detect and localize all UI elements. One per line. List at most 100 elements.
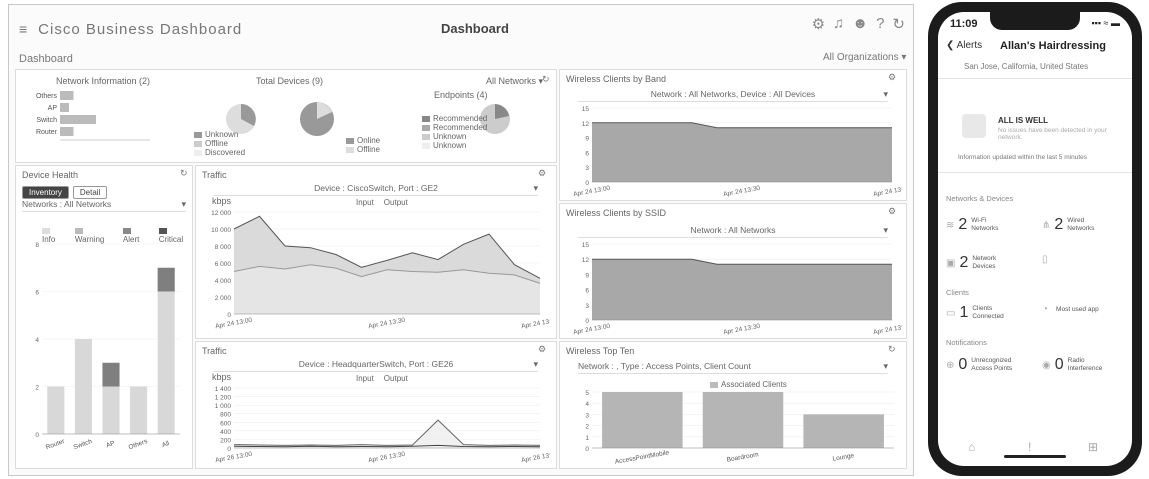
stat-clients-connected[interactable]: ▭ 1 Clients Connected <box>946 304 1016 322</box>
bar <box>60 91 74 100</box>
settings-icon[interactable]: ⚙ <box>538 168 547 178</box>
summary-panel: Network Information (2) Others AP Switch Ro… <box>15 69 557 163</box>
gear-icon[interactable]: ⚙ <box>811 16 826 33</box>
series-line-clients <box>592 258 892 265</box>
tab-inventory[interactable]: Inventory <box>22 186 69 199</box>
refresh-icon[interactable]: ↻ <box>888 344 896 354</box>
y-tick-label: 0 <box>585 446 589 453</box>
stat-wifi-networks[interactable]: ≋ 2 Wi-Fi Networks <box>946 216 1015 234</box>
stat-unrecognized-ap[interactable]: ⊕ 0 Unrecognized Access Points <box>946 356 1015 374</box>
network-info-title: Network Information (2) <box>56 76 151 86</box>
x-tick-label: Apr 24 13:30 <box>368 317 406 330</box>
x-tick-label: All <box>161 440 171 449</box>
legend-item: Unknown <box>194 130 245 139</box>
organization-title: Allan's Hairdressing <box>1000 40 1106 52</box>
device-port-filter[interactable]: Device : HeadquarterSwitch, Port : GE26 ▾ <box>214 358 538 372</box>
access-point-icon: ⊕ <box>946 359 955 371</box>
legend-output: Output <box>383 374 408 383</box>
unit-label: kbps <box>212 196 232 206</box>
x-tick-label: AccessPointMobile <box>614 449 670 465</box>
filter-label: Networks : All Networks <box>22 199 112 209</box>
devices-legend-b: Online Offline <box>346 136 380 154</box>
y-tick-label: 15 <box>582 106 590 113</box>
traffic-legend: Input Output <box>356 198 408 207</box>
dashboard-window: ≡ Cisco Business Dashboard Dashboard ⚙ ♫ … <box>8 4 914 476</box>
stat-label: Wired Networks <box>1067 217 1095 232</box>
refresh-icon[interactable]: ↻ <box>180 168 188 178</box>
device-health-panel: Device Health ↻ Inventory Detail Networks… <box>15 165 193 469</box>
device-port-filter[interactable]: Device : CiscoSwitch, Port : GE2 ▾ <box>214 182 538 196</box>
pie-chart-endpoints <box>480 104 510 134</box>
x-tick-label: Apr 24 13:30 <box>723 185 761 198</box>
y-tick-label: 5 <box>585 390 589 397</box>
legend-input: Input <box>356 198 374 207</box>
tab-detail[interactable]: Detail <box>72 186 108 199</box>
phone-frame: 11:09 ▪▪▪ ≈ ▬ ❮ Alerts Allan's Hairdress… <box>928 2 1142 476</box>
type-filter[interactable]: Network : , Type : Access Points, Client… <box>578 360 888 374</box>
y-tick-label: 1 000 <box>215 403 232 410</box>
bar-info <box>157 291 175 434</box>
stat-placeholder: ▯ <box>1042 254 1100 265</box>
stat-value: 0 <box>1054 356 1064 373</box>
series-line-clients <box>592 122 892 129</box>
menu-icon[interactable]: ≡ <box>19 21 29 37</box>
y-tick-label: 2 <box>35 385 39 392</box>
traffic-title: Traffic <box>202 170 227 180</box>
bar-info <box>74 339 92 434</box>
network-filter[interactable]: All Networks ▾ <box>486 76 544 86</box>
x-tick-label: Switch <box>73 438 94 451</box>
bar <box>803 414 884 448</box>
health-status-detail: No issues have been detected in your net… <box>998 127 1107 141</box>
update-note: Information updated within the last 5 mi… <box>958 154 1087 161</box>
inventory-chart: 0 2 4 6 8 Router Switch AP Others All <box>35 242 180 452</box>
user-icon[interactable]: ☻ <box>852 15 869 32</box>
refresh-icon[interactable]: ↻ <box>892 16 905 33</box>
tab-grid-icon[interactable]: ⊞ <box>1088 440 1099 454</box>
legend-item: Recommended <box>422 114 487 123</box>
divider <box>938 78 1132 79</box>
x-tick-label: Others <box>128 438 149 452</box>
series-line-input <box>233 215 541 279</box>
x-tick-label: Apr 26 13:30 <box>368 451 406 464</box>
filter-label: Network : All Networks <box>690 225 776 235</box>
y-tick-label: 3 <box>585 303 589 310</box>
y-tick-label: 6 <box>585 150 589 157</box>
check-icon <box>962 114 986 138</box>
tab-alerts-icon[interactable]: ! <box>1028 440 1032 454</box>
network-device-filter[interactable]: Network : All Networks, Device : All Dev… <box>578 88 888 102</box>
stat-value: 1 <box>959 304 969 321</box>
wifi-icon: ≋ <box>946 219 955 231</box>
help-icon[interactable]: ? <box>876 15 885 32</box>
x-tick-label: Apr 24 13:00 <box>215 317 253 330</box>
stat-radio-interference[interactable]: ◉ 0 Radio Interference <box>1042 356 1112 374</box>
stat-most-used-app[interactable]: ◔ Most used app <box>1042 304 1100 315</box>
back-button[interactable]: ❮ Alerts <box>946 40 983 51</box>
legend-item: Recommended <box>422 123 487 132</box>
bell-icon[interactable]: ♫ <box>833 15 845 32</box>
organization-selector[interactable]: All Organizations ▾ <box>823 52 907 63</box>
stat-label: Network Devices <box>972 255 997 270</box>
legend-item: Associated Clients <box>710 380 787 389</box>
settings-icon[interactable]: ⚙ <box>888 206 897 216</box>
tick-label: AP <box>48 105 58 112</box>
endpoints-title: Endpoints (4) <box>434 90 488 100</box>
y-tick-label: 0 <box>35 432 39 439</box>
network-filter[interactable]: Networks : All Networks ▾ <box>22 198 186 212</box>
brand-name: Cisco Business Dashboard <box>38 21 243 38</box>
stat-network-devices[interactable]: ▣ 2 Network Devices <box>946 254 1016 272</box>
bar <box>702 392 784 448</box>
settings-icon[interactable]: ⚙ <box>538 344 547 354</box>
x-tick-label: Apr 24 13:00 <box>573 185 611 198</box>
tick-label: Router <box>36 129 58 136</box>
stat-wired-networks[interactable]: ⋔ 2 Wired Networks <box>1042 216 1111 234</box>
refresh-icon[interactable]: ↻ <box>542 74 550 84</box>
settings-icon[interactable]: ⚙ <box>888 72 897 82</box>
bar-alert <box>102 362 120 387</box>
x-tick-label: Boardroom <box>726 451 759 463</box>
tab-home-icon[interactable]: ⌂ <box>968 440 976 454</box>
network-filter[interactable]: Network : All Networks ▾ <box>578 224 888 238</box>
brand: ≡ Cisco Business Dashboard <box>19 21 242 38</box>
wireless-ssid-panel: Wireless Clients by SSID ⚙ Network : All… <box>559 203 907 339</box>
bar <box>60 103 69 112</box>
y-tick-label: 4 <box>35 337 39 344</box>
